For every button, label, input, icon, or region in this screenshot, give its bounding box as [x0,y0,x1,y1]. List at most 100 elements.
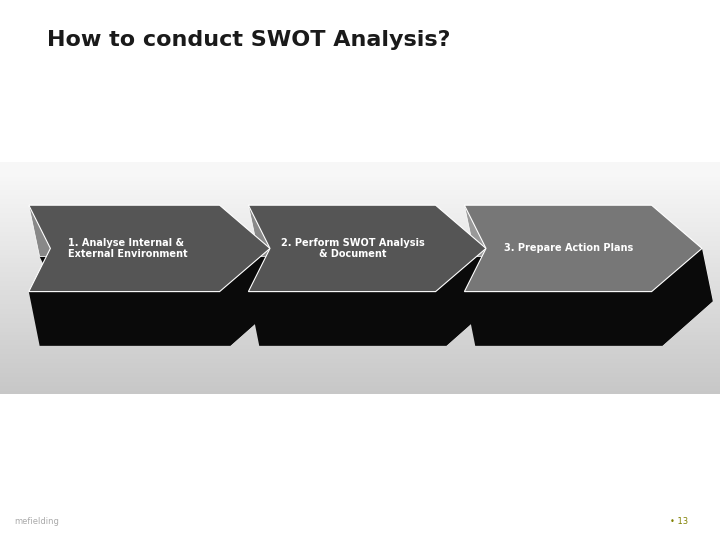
Bar [0,295,720,296]
Polygon shape [464,205,713,301]
Bar [0,380,720,382]
Bar [0,178,720,179]
Bar [0,276,720,278]
Bar [0,221,720,222]
Text: 3. Prepare Action Plans: 3. Prepare Action Plans [504,244,634,253]
Bar [0,362,720,363]
Bar [0,348,720,349]
Bar [0,349,720,351]
Bar [0,376,720,377]
Bar [0,294,720,295]
Bar [0,345,720,346]
Bar [0,332,720,334]
Text: mefielding: mefielding [14,517,59,526]
Bar [0,194,720,196]
Bar [0,314,720,315]
Bar [0,342,720,343]
Bar [0,310,720,312]
Bar [0,383,720,385]
Bar [0,289,720,291]
Bar [0,284,720,286]
Text: 1. Analyse Internal &
External Environment: 1. Analyse Internal & External Environme… [68,238,188,259]
Bar [0,198,720,199]
Bar [0,354,720,355]
Bar [0,315,720,317]
Bar [0,343,720,345]
Text: 2. Perform SWOT Analysis
& Document: 2. Perform SWOT Analysis & Document [281,238,425,259]
Polygon shape [464,205,702,292]
Bar [0,170,720,171]
Bar [0,210,720,212]
Bar [0,321,720,323]
Bar [0,168,720,170]
Bar [0,326,720,328]
Bar [0,319,720,320]
Bar [0,330,720,332]
Bar [0,339,720,340]
Bar [0,393,720,394]
Bar [0,292,720,294]
Polygon shape [40,256,281,346]
Bar [0,228,720,230]
Bar [0,247,720,249]
Bar [0,317,720,319]
Bar [0,283,720,284]
Bar [0,382,720,383]
Bar [0,373,720,374]
Bar [0,366,720,368]
Bar [0,179,720,180]
Bar [0,353,720,354]
Bar [0,280,720,281]
Bar [0,340,720,342]
Polygon shape [475,256,713,346]
Bar [0,180,720,182]
Polygon shape [259,256,497,346]
Bar [0,171,720,173]
Bar [0,371,720,373]
Bar [0,239,720,241]
Bar [0,359,720,360]
Bar [0,325,720,326]
Bar [0,387,720,388]
Bar [0,219,720,221]
Bar [0,312,720,314]
Bar [0,199,720,201]
Bar [0,320,720,321]
Bar [0,253,720,255]
Bar [0,323,720,325]
Bar [0,238,720,239]
Bar [0,208,720,210]
Bar [0,235,720,237]
Bar [0,281,720,283]
Bar [0,187,720,188]
Bar [0,241,720,242]
Bar [0,374,720,376]
Bar [0,222,720,224]
Bar [0,224,720,226]
Bar [0,230,720,232]
Bar [0,165,720,167]
Bar [0,391,720,393]
Bar [0,162,720,164]
Bar [0,286,720,287]
Bar [0,226,720,227]
Bar [0,167,720,168]
Polygon shape [29,205,270,292]
Polygon shape [248,205,497,301]
Bar [0,213,720,214]
Bar [0,389,720,391]
Bar [0,291,720,292]
Bar [0,207,720,208]
Polygon shape [248,248,497,346]
Bar [0,334,720,335]
Bar [0,266,720,267]
Bar [0,275,720,276]
Bar [0,227,720,228]
Bar [0,335,720,337]
Bar [0,252,720,253]
Bar [0,202,720,204]
Bar [0,301,720,303]
Bar [0,188,720,190]
Bar [0,272,720,273]
Text: How to conduct SWOT Analysis?: How to conduct SWOT Analysis? [47,30,450,50]
